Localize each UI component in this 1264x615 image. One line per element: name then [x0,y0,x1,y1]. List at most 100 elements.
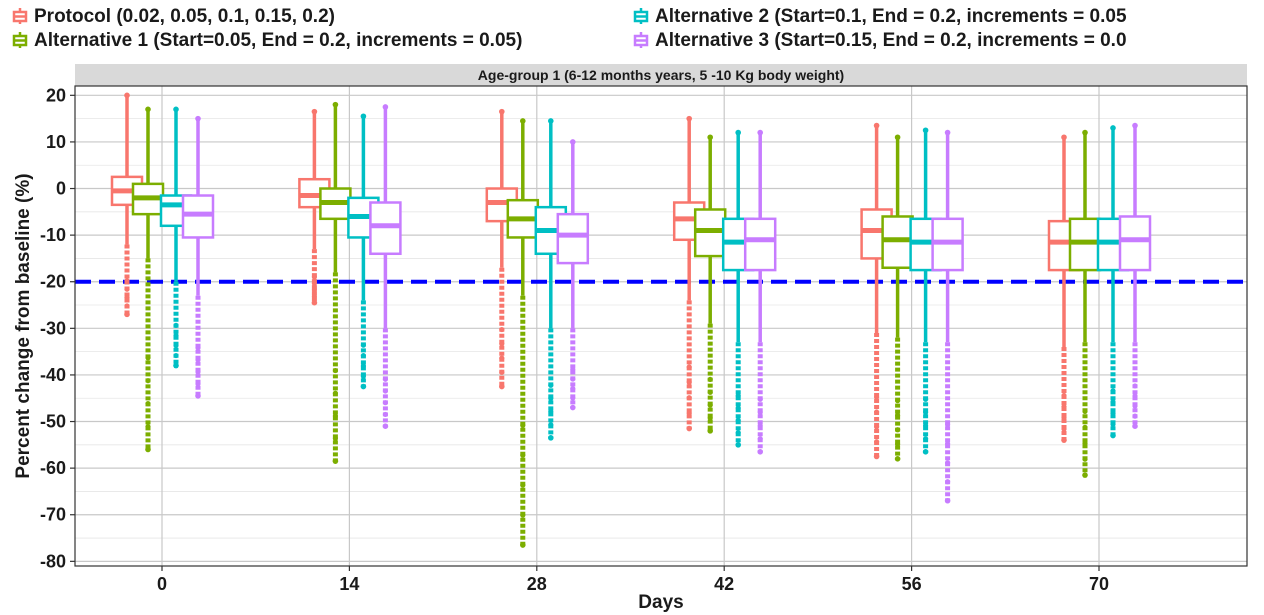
outlier-point-high [1061,134,1067,141]
outlier-point-high [145,106,151,113]
outlier-point [1132,403,1138,409]
outlier-point-high [873,122,880,129]
legend-label-2: Alternative 2 (Start=0.1, End = 0.2, inc… [655,6,1127,27]
outlier-point-low [195,393,201,399]
outlier-point [520,422,526,428]
y-tick-label: -40 [40,365,66,385]
outlier-point-low [382,423,389,429]
outlier-point [1061,392,1067,399]
outlier-point-high [382,104,389,110]
outlier-point-low [124,311,130,318]
outlier-point-low [499,383,505,390]
outlier-point [1132,383,1138,389]
outlier-point [686,395,692,401]
outlier-point [923,436,929,442]
outlier-point-high [1110,125,1116,131]
box-3-3 [743,129,777,455]
outlier-point [124,303,130,309]
outlier-point-low [520,542,526,548]
box-0-4 [860,122,893,460]
outlier-point [145,401,151,407]
outlier-point [1132,413,1138,419]
x-tick-label: 56 [902,574,922,594]
outlier-point [311,274,317,280]
outlier-point-low [332,458,339,464]
outlier-point-high [520,118,526,124]
outlier-point-high [686,115,692,122]
outlier-point-low [1061,437,1067,443]
outlier-point [520,512,526,518]
panel-title: Age-group 1 (6-12 months years, 5 -10 Kg… [478,67,844,83]
box-body [556,212,590,265]
outlier-point-high [548,118,554,124]
outlier-point [548,395,554,402]
x-tick-label: 28 [527,574,547,594]
outlier-point [707,389,713,395]
outlier-point [520,482,526,488]
outlier-point [945,422,951,428]
outlier-point [707,402,713,408]
y-axis: 20 10 0 -10 -20 -30 -40 -50 -60 -70 -80 [40,85,75,571]
x-axis-label: Days [638,592,683,613]
outlier-point [686,364,692,370]
outlier-point [499,341,505,347]
outlier-point-high [757,129,763,136]
outlier-point-low [548,435,554,441]
outlier-point [520,452,526,458]
outlier-point [548,382,554,388]
outlier-point-high [499,108,505,115]
legend-label-1: Alternative 1 (Start=0.05, End = 0.2, in… [34,30,522,51]
outlier-point-high [1132,122,1138,129]
outlier-point-high [360,113,367,120]
outlier-point-high [570,139,576,145]
outlier-point [311,280,317,287]
outlier-point-high [944,129,951,136]
outlier-point [570,376,576,382]
box-1-5 [1068,129,1102,478]
boxes [110,92,1152,548]
outlier-point [195,357,201,363]
y-tick-label: 20 [46,85,66,105]
outlier-point [895,441,901,447]
box-3-5 [1118,122,1152,429]
outlier-point [923,422,929,429]
outlier-point [332,435,338,442]
y-tick-label: 0 [56,179,66,199]
outlier-point [145,355,151,361]
x-axis: 0 14 28 42 56 70 [157,566,1109,594]
outlier-point [707,415,713,421]
y-tick-label: -60 [40,458,66,478]
box-2-3 [721,129,755,448]
outlier-point [499,369,505,375]
outlier-point-low [873,453,880,460]
outlier-point [382,376,388,382]
outlier-point-low [1110,432,1116,439]
y-tick-label: -70 [40,505,66,525]
gridlines [75,86,1247,566]
outlier-point-high [922,127,929,134]
outlier-point [124,294,130,301]
outlier-point [195,345,201,351]
outlier-point-high [332,101,339,108]
legend-key-0 [12,8,28,24]
outlier-point-high [1082,129,1088,136]
legend-key-1 [12,32,28,48]
outlier-point [360,373,366,379]
box-1-4 [881,134,914,462]
outlier-point [548,408,554,415]
outlier-point-low [735,442,741,448]
outlier-point-low [1132,423,1138,429]
box-2-0 [159,106,193,369]
box-0-3 [672,115,706,432]
box-1-0 [131,106,165,453]
outlier-point [360,352,366,359]
outlier-point-low [360,383,367,390]
outlier-point [923,396,929,402]
outlier-point [1082,456,1088,462]
outlier-point [895,398,901,404]
box-3-0 [181,115,215,399]
outlier-point [735,393,741,399]
y-tick-label: -30 [40,318,66,338]
